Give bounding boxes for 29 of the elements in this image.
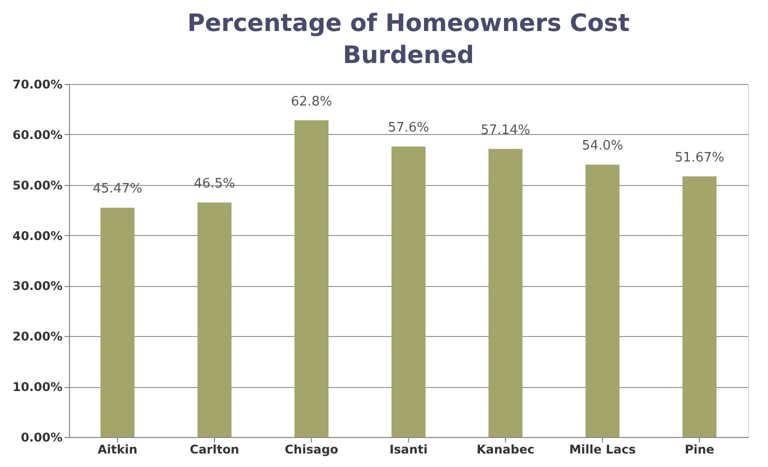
y-tick-label: 0.00% bbox=[20, 430, 62, 444]
bar bbox=[682, 176, 716, 437]
y-tick-label: 60.00% bbox=[12, 128, 62, 142]
bar bbox=[294, 120, 328, 437]
bar bbox=[488, 148, 522, 437]
x-tick-label: Isanti bbox=[389, 442, 428, 456]
bar bbox=[392, 146, 426, 437]
data-label: 45.47% bbox=[92, 182, 142, 197]
x-tick-label: Kanabec bbox=[476, 442, 534, 456]
x-tick-label: Mille Lacs bbox=[569, 442, 636, 456]
chart-title: Percentage of Homeowners Cost Burdened bbox=[187, 9, 630, 69]
bar bbox=[198, 202, 232, 437]
x-tick-label: Aitkin bbox=[98, 442, 138, 456]
y-tick-label: 20.00% bbox=[12, 330, 62, 344]
y-tick-label: 40.00% bbox=[12, 228, 62, 243]
data-label: 57.14% bbox=[480, 122, 530, 138]
y-tick-label: 50.00% bbox=[12, 178, 62, 192]
bar bbox=[100, 208, 134, 437]
data-label: 51.67% bbox=[674, 150, 724, 166]
x-tick-label: Carlton bbox=[190, 442, 240, 456]
y-tick-label: 10.00% bbox=[12, 380, 62, 394]
data-label: 62.8% bbox=[290, 94, 332, 110]
data-label: 54.0% bbox=[582, 138, 624, 154]
data-label: 57.6% bbox=[388, 120, 430, 136]
y-tick-label: 70.00% bbox=[12, 78, 62, 92]
y-tick-label: 30.00% bbox=[12, 279, 62, 294]
x-tick-label: Pine bbox=[684, 442, 714, 456]
bar bbox=[586, 164, 620, 437]
x-tick-label: Chisago bbox=[284, 442, 338, 456]
